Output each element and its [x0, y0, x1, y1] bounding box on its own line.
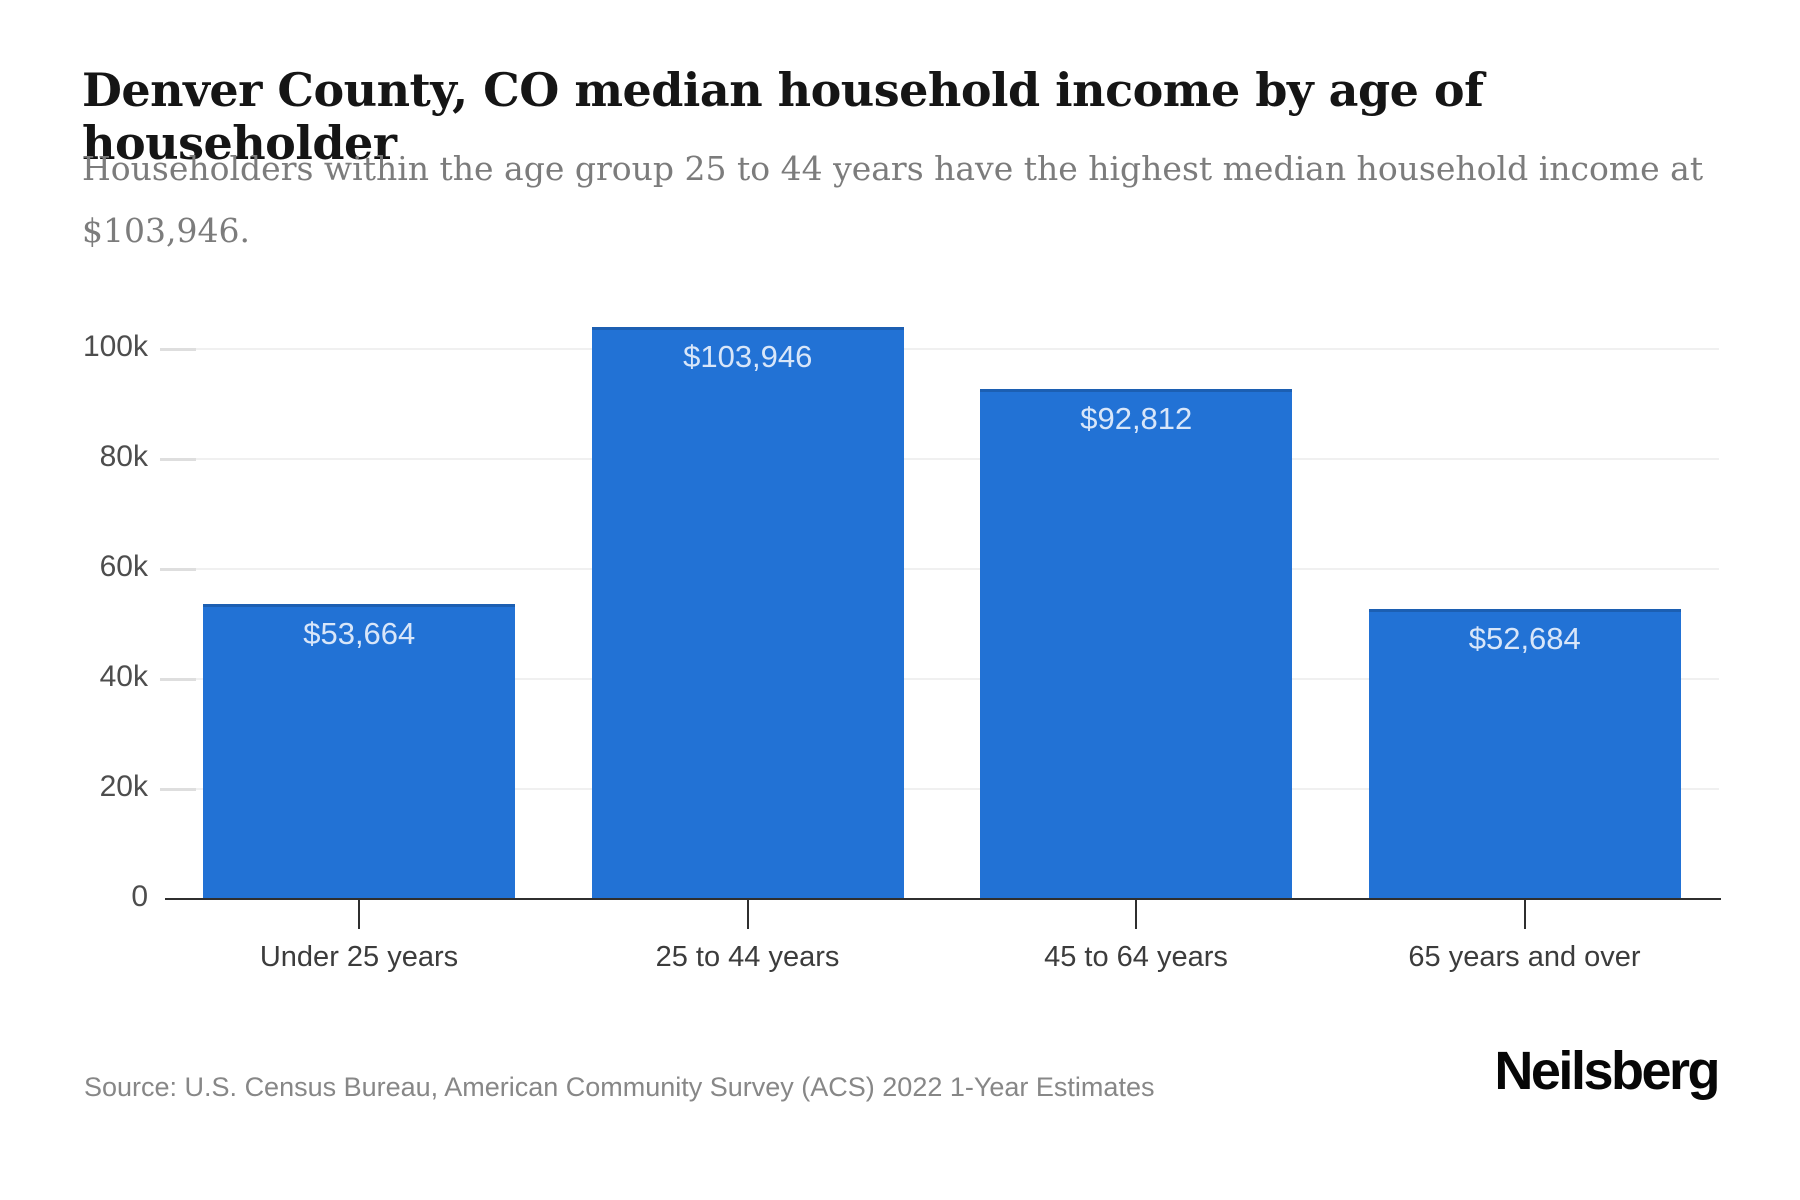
chart-title: Denver County, CO median household incom…: [82, 63, 1484, 170]
bar-45-to-64-years[interactable]: $92,812: [980, 388, 1293, 899]
x-axis-label: 25 to 44 years: [655, 941, 840, 973]
y-axis-label: 100k: [82, 330, 148, 363]
source-attribution: Source: U.S. Census Bureau, American Com…: [84, 1072, 1155, 1102]
y-gridline: [165, 788, 1719, 790]
bar-value-label: $103,946: [683, 339, 813, 375]
x-axis-label: 45 to 64 years: [1044, 941, 1228, 973]
y-gridline: [165, 568, 1719, 570]
bar-65-years-and-over[interactable]: $52,684: [1368, 609, 1681, 899]
x-axis-line: [165, 898, 1721, 900]
y-axis-tick: [160, 348, 196, 351]
y-gridline: [165, 348, 1719, 350]
y-axis-label: 60k: [99, 550, 148, 583]
chart-subtitle: Householders within the age group 25 to …: [82, 149, 1704, 250]
y-axis-label: 0: [131, 880, 148, 913]
x-axis-tick: [1523, 900, 1526, 929]
x-axis-label: 65 years and over: [1408, 941, 1641, 973]
y-axis-tick: [160, 788, 196, 791]
bar-under-25-years[interactable]: $53,664: [203, 603, 516, 899]
bar-value-label: $53,664: [303, 615, 416, 651]
y-axis-tick: [160, 568, 196, 571]
y-axis-label: 40k: [99, 660, 148, 693]
bar-value-label: $52,684: [1468, 621, 1581, 657]
x-axis-tick: [1135, 900, 1138, 929]
y-axis-label: 20k: [99, 770, 148, 803]
y-gridline: [165, 458, 1719, 460]
y-gridline: [165, 678, 1719, 680]
x-axis-label: Under 25 years: [259, 941, 459, 973]
y-axis-tick: [160, 678, 196, 681]
y-axis-tick: [160, 458, 196, 461]
x-axis-tick: [746, 900, 749, 929]
y-axis-label: 80k: [99, 440, 148, 473]
neilsberg-logo: Neilsberg: [1494, 1041, 1720, 1101]
bar-value-label: $92,812: [1080, 400, 1193, 436]
x-axis-tick: [358, 900, 361, 929]
bar-25-to-44-years[interactable]: $103,946: [591, 327, 904, 899]
